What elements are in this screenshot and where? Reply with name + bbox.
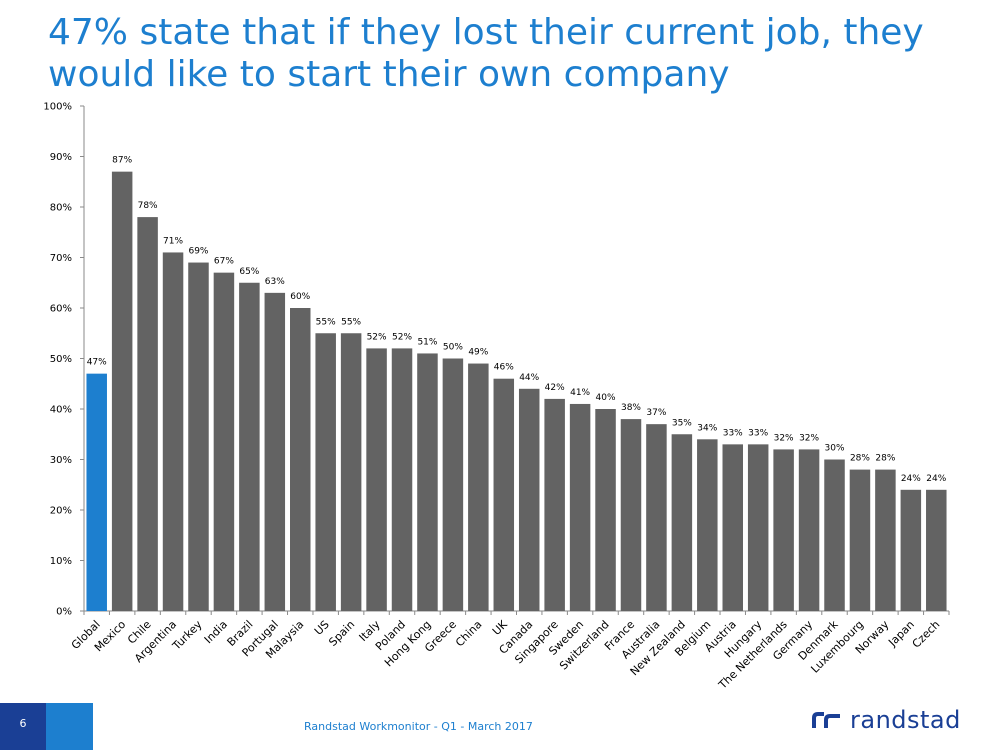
bar-value-label: 63% [265, 277, 285, 287]
bar-value-label: 78% [138, 201, 158, 211]
bar [340, 333, 362, 611]
bar [264, 292, 286, 611]
bar-value-label: 24% [901, 474, 921, 484]
y-tick-label: 30% [50, 455, 72, 466]
bar-value-label: 71% [163, 236, 183, 246]
category-label: Spain [326, 618, 357, 649]
bar [162, 252, 184, 611]
bar [417, 353, 438, 611]
bar [468, 363, 489, 611]
bar-value-label: 33% [748, 428, 768, 438]
category-label: Czech [910, 618, 943, 651]
y-tick-label: 40% [50, 405, 72, 416]
bar-value-label: 37% [646, 408, 666, 418]
bar [798, 449, 820, 611]
bar-value-label: 30% [825, 444, 845, 454]
bar [391, 348, 413, 611]
bar-value-label: 40% [596, 393, 616, 403]
bar-value-label: 55% [316, 317, 336, 327]
bar [366, 348, 387, 611]
bar-value-label: 44% [519, 373, 539, 383]
bar [111, 171, 133, 611]
bar [671, 434, 693, 611]
y-tick-label: 20% [50, 506, 72, 517]
bar [620, 419, 642, 611]
bar-value-label: 65% [239, 267, 259, 277]
bar [290, 308, 311, 611]
bar [900, 489, 922, 611]
bar-value-label: 41% [570, 388, 590, 398]
bar [442, 358, 464, 611]
bar-value-label: 32% [799, 433, 819, 443]
bar-value-label: 52% [367, 332, 387, 342]
bar [569, 403, 591, 611]
bar [849, 469, 871, 611]
y-tick-label: 50% [50, 354, 72, 365]
bar [773, 449, 794, 611]
bar-value-label: 38% [621, 403, 641, 413]
bar-value-label: 87% [112, 156, 132, 166]
y-tick-label: 90% [50, 152, 72, 163]
bar [239, 282, 260, 611]
footer-source: Randstad Workmonitor - Q1 - March 2017 [304, 720, 533, 733]
bar-value-label: 50% [443, 343, 463, 353]
bar [875, 469, 896, 611]
bar [137, 217, 158, 611]
randstad-logo: randstad [812, 706, 961, 734]
bar [722, 444, 743, 611]
y-tick-label: 10% [50, 556, 72, 567]
bar [926, 489, 947, 611]
bar [315, 333, 336, 611]
bar-value-label: 42% [545, 383, 565, 393]
bar [697, 439, 718, 611]
bar-value-label: 49% [468, 348, 488, 358]
y-tick-label: 80% [50, 203, 72, 214]
bar-value-label: 24% [926, 474, 946, 484]
bar [747, 444, 769, 611]
footer-accent-block [46, 703, 93, 750]
bar-value-label: 28% [875, 454, 895, 464]
bar [544, 398, 565, 611]
category-label: UK [490, 617, 511, 638]
randstad-logo-icon [812, 712, 840, 728]
bar-value-label: 33% [723, 428, 743, 438]
bar-value-label: 60% [290, 292, 310, 302]
bar [493, 378, 515, 611]
bar-value-label: 47% [87, 358, 107, 368]
bar-value-label: 55% [341, 317, 361, 327]
y-tick-label: 70% [50, 253, 72, 264]
y-tick-label: 100% [43, 102, 72, 113]
bar-value-label: 35% [672, 418, 692, 428]
bar [518, 388, 540, 611]
bar-value-label: 34% [697, 423, 717, 433]
bar [824, 459, 845, 611]
bar [595, 409, 616, 611]
footer-page-block [0, 703, 46, 750]
bar-value-label: 32% [774, 433, 794, 443]
bar-value-label: 28% [850, 454, 870, 464]
y-tick-label: 60% [50, 304, 72, 315]
page-number: 6 [19, 717, 27, 730]
bar [213, 272, 235, 611]
bar-value-label: 67% [214, 257, 234, 267]
bar [86, 373, 107, 611]
bar-value-label: 69% [188, 247, 208, 257]
y-tick-label: 0% [56, 607, 72, 618]
bar [646, 424, 667, 611]
bar-chart: 0%10%20%30%40%50%60%70%80%90%100%47%Glob… [43, 102, 950, 692]
bar-value-label: 46% [494, 363, 514, 373]
category-label: US [312, 618, 332, 638]
logo-text: randstad [850, 706, 961, 734]
bar-value-label: 51% [417, 337, 437, 347]
page-title: 47% state that if they lost their curren… [48, 12, 924, 95]
bar-value-label: 52% [392, 332, 412, 342]
category-label: China [453, 618, 484, 649]
bar [188, 262, 209, 611]
